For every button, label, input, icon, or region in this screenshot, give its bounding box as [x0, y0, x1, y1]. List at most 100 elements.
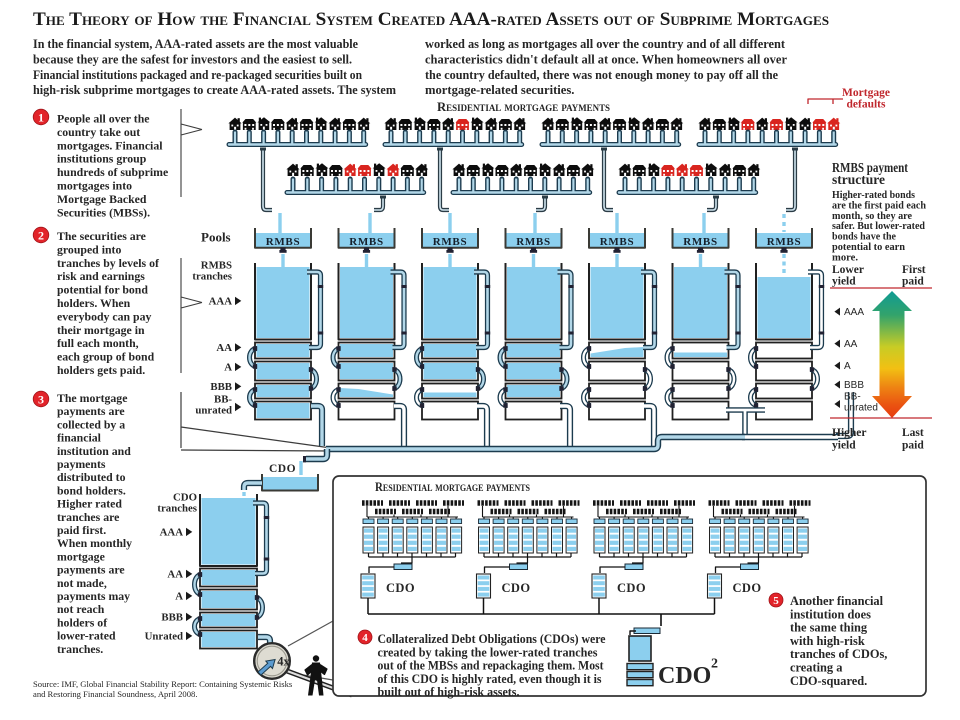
svg-text:The Theory of How the Financia: The Theory of How the Financial System C… [33, 9, 829, 30]
svg-text:2: 2 [711, 657, 718, 672]
svg-text:CDO-squared.: CDO-squared. [790, 674, 867, 688]
svg-text:payments: payments [57, 457, 106, 471]
svg-text:unrated: unrated [844, 403, 878, 414]
svg-text:characteristics didn't default: characteristics didn't default all at on… [425, 52, 787, 66]
svg-text:paid: paid [902, 276, 924, 288]
svg-text:everybody can pay: everybody can pay [57, 309, 151, 323]
svg-text:tranches are: tranches are [57, 510, 119, 524]
svg-text:CDO: CDO [269, 463, 296, 475]
svg-text:RMBS payment: RMBS payment [832, 160, 908, 175]
svg-text:Financial institutions package: Financial institutions packaged and re-p… [33, 68, 362, 82]
svg-text:Pools: Pools [201, 230, 231, 245]
svg-text:In the financial system, AAA-r: In the financial system, AAA-rated asset… [33, 37, 358, 51]
svg-text:grouped into: grouped into [57, 242, 121, 256]
svg-text:paid: paid [902, 440, 924, 452]
svg-text:of this CDO is highly rated, e: of this CDO is highly rated, even though… [378, 672, 602, 686]
svg-text:tranches of CDOs,: tranches of CDOs, [790, 647, 887, 661]
svg-text:tranches: tranches [157, 503, 197, 515]
svg-text:institution and: institution and [57, 444, 131, 458]
svg-text:AA: AA [167, 569, 183, 581]
svg-text:safer. But lower-rated: safer. But lower-rated [832, 221, 925, 232]
svg-text:tranches: tranches [192, 271, 232, 283]
svg-text:out of the MBSs and repackagin: out of the MBSs and repackaging them. Mo… [378, 659, 605, 673]
svg-text:structure: structure [832, 172, 885, 187]
svg-text:the country defaulted, there w: the country defaulted, there was not eno… [425, 68, 778, 82]
svg-text:CDO: CDO [658, 663, 711, 689]
svg-text:full each month,: full each month, [57, 336, 139, 350]
svg-text:paid first.: paid first. [57, 523, 106, 537]
svg-text:not reach: not reach [57, 602, 105, 616]
svg-text:risk and earnings: risk and earnings [57, 269, 145, 283]
svg-text:CDO: CDO [733, 581, 762, 595]
svg-text:Mortgage: Mortgage [842, 87, 890, 99]
svg-text:RMBS: RMBS [683, 236, 718, 248]
svg-text:1: 1 [38, 110, 44, 124]
svg-text:Mortgage Backed: Mortgage Backed [57, 192, 147, 206]
svg-text:potential for bond: potential for bond [57, 283, 148, 297]
svg-text:collected by a: collected by a [57, 417, 125, 431]
svg-text:Last: Last [902, 427, 924, 439]
svg-text:worked as long as mortgages al: worked as long as mortgages all over the… [425, 37, 786, 51]
svg-text:high-risk subprime mortgages t: high-risk subprime mortgages to create A… [33, 83, 396, 97]
svg-text:Securities (MBSs).: Securities (MBSs). [57, 205, 150, 219]
svg-text:Collateralized Debt Obligation: Collateralized Debt Obligations (CDOs) w… [378, 632, 606, 646]
svg-text:mortgage-related securities.: mortgage-related securities. [425, 83, 574, 97]
svg-text:BB-: BB- [214, 394, 232, 406]
svg-text:A: A [844, 361, 851, 372]
svg-text:CDO: CDO [502, 581, 531, 595]
svg-text:A: A [224, 362, 232, 374]
svg-text:creating a: creating a [790, 661, 842, 675]
svg-text:payments are: payments are [57, 404, 125, 418]
svg-text:AAA: AAA [844, 307, 864, 318]
svg-text:yield: yield [832, 276, 856, 288]
svg-text:5: 5 [773, 595, 779, 607]
svg-text:lower-rated: lower-rated [57, 629, 116, 643]
svg-text:distributed to: distributed to [57, 470, 126, 484]
svg-text:bond holders.: bond holders. [57, 483, 126, 497]
svg-text:each group of bond: each group of bond [57, 350, 155, 364]
svg-text:A: A [175, 591, 183, 603]
svg-text:payments may: payments may [57, 589, 130, 603]
svg-text:BBB: BBB [210, 381, 232, 393]
svg-text:BBB: BBB [844, 380, 864, 391]
svg-text:not made,: not made, [57, 576, 107, 590]
svg-text:hundreds of subprime: hundreds of subprime [57, 165, 168, 179]
svg-text:and Restoring Financial Soundn: and Restoring Financial Soundness, April… [33, 689, 197, 699]
svg-text:The securities are: The securities are [57, 229, 146, 243]
svg-text:defaults: defaults [847, 99, 887, 111]
svg-text:Higher: Higher [832, 427, 867, 439]
svg-text:Residential mortgage payments: Residential mortgage payments [437, 100, 610, 114]
svg-text:tranches by levels of: tranches by levels of [57, 256, 160, 270]
svg-text:BB-: BB- [844, 392, 861, 403]
svg-text:Higher rated: Higher rated [57, 497, 122, 511]
svg-text:2: 2 [38, 228, 44, 242]
svg-text:yield: yield [832, 440, 856, 452]
svg-text:month, so they are: month, so they are [832, 211, 912, 222]
svg-text:CDO: CDO [386, 581, 415, 595]
svg-text:CDO: CDO [617, 581, 646, 595]
svg-text:because they are the safest fo: because they are the safest for investor… [33, 52, 352, 66]
svg-text:Unrated: Unrated [145, 631, 183, 643]
svg-text:holders of: holders of [57, 615, 108, 629]
svg-text:holders gets paid.: holders gets paid. [57, 363, 145, 377]
svg-text:with high-risk: with high-risk [790, 634, 865, 648]
svg-text:Residential mortgage payments: Residential mortgage payments [375, 480, 530, 494]
svg-text:their mortgage in: their mortgage in [57, 323, 145, 337]
svg-text:RMBS: RMBS [433, 236, 468, 248]
svg-text:RMBS: RMBS [349, 236, 384, 248]
svg-text:institution does: institution does [790, 607, 871, 621]
svg-text:AAA: AAA [160, 527, 184, 539]
svg-text:financial: financial [57, 431, 102, 445]
svg-text:payments are: payments are [57, 563, 125, 577]
svg-text:RMBS: RMBS [201, 260, 232, 272]
svg-text:BBB: BBB [161, 612, 183, 624]
svg-text:4: 4 [362, 632, 368, 644]
svg-text:Lower: Lower [832, 264, 864, 276]
svg-text:Another financial: Another financial [790, 594, 884, 608]
svg-text:First: First [902, 264, 926, 276]
svg-text:mortgages into: mortgages into [57, 179, 132, 193]
svg-text:AAA: AAA [209, 296, 233, 308]
svg-text:more.: more. [832, 252, 858, 263]
svg-text:3: 3 [38, 392, 44, 406]
svg-text:RMBS: RMBS [266, 236, 301, 248]
